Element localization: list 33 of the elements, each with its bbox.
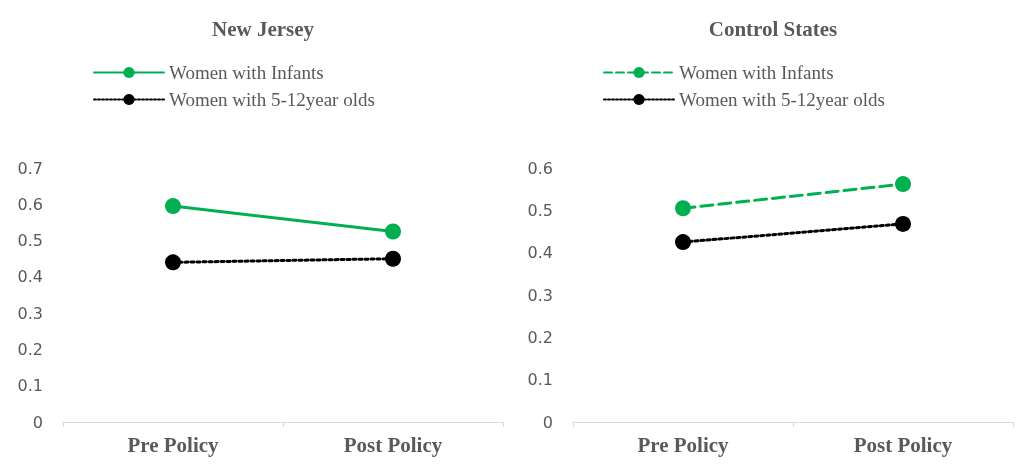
y-tick-label: 0.5 [527,200,553,220]
x-tick-label: Post Policy [853,432,953,457]
point [385,223,401,240]
x-tick-label: Post Policy [343,432,443,457]
y-tick-label: 0.2 [527,327,553,347]
legend-label: Women with 5-12year olds [169,89,375,110]
point [165,254,181,271]
y-tick-label: 0.6 [527,158,553,178]
chart-title: New Jersey [211,16,315,41]
y-tick-label: 0 [542,412,553,432]
y-tick-label: 0.4 [17,267,43,287]
y-tick-label: 0.1 [527,370,553,390]
y-tick-label: 0.2 [17,339,43,359]
x-tick-label: Pre Policy [637,432,730,457]
point [675,200,691,217]
x-tick-label: Pre Policy [127,432,220,457]
point [895,176,911,193]
y-tick-label: 0.3 [17,303,43,323]
chart-title: Control States [708,16,838,41]
y-tick-label: 0.3 [527,285,553,305]
y-tick-label: 0.5 [17,231,43,251]
legend-label: Women with Infants [679,62,834,83]
y-tick-label: 0 [32,412,43,432]
legend-label: Women with 5-12year olds [679,89,885,110]
point [675,234,691,251]
y-tick-label: 0.4 [527,243,553,263]
point [165,198,181,215]
legend-label: Women with Infants [169,62,324,83]
point [385,250,401,267]
point [895,215,911,232]
y-tick-label: 0.7 [17,158,43,178]
y-tick-label: 0.6 [17,194,43,214]
y-tick-label: 0.1 [17,376,43,396]
